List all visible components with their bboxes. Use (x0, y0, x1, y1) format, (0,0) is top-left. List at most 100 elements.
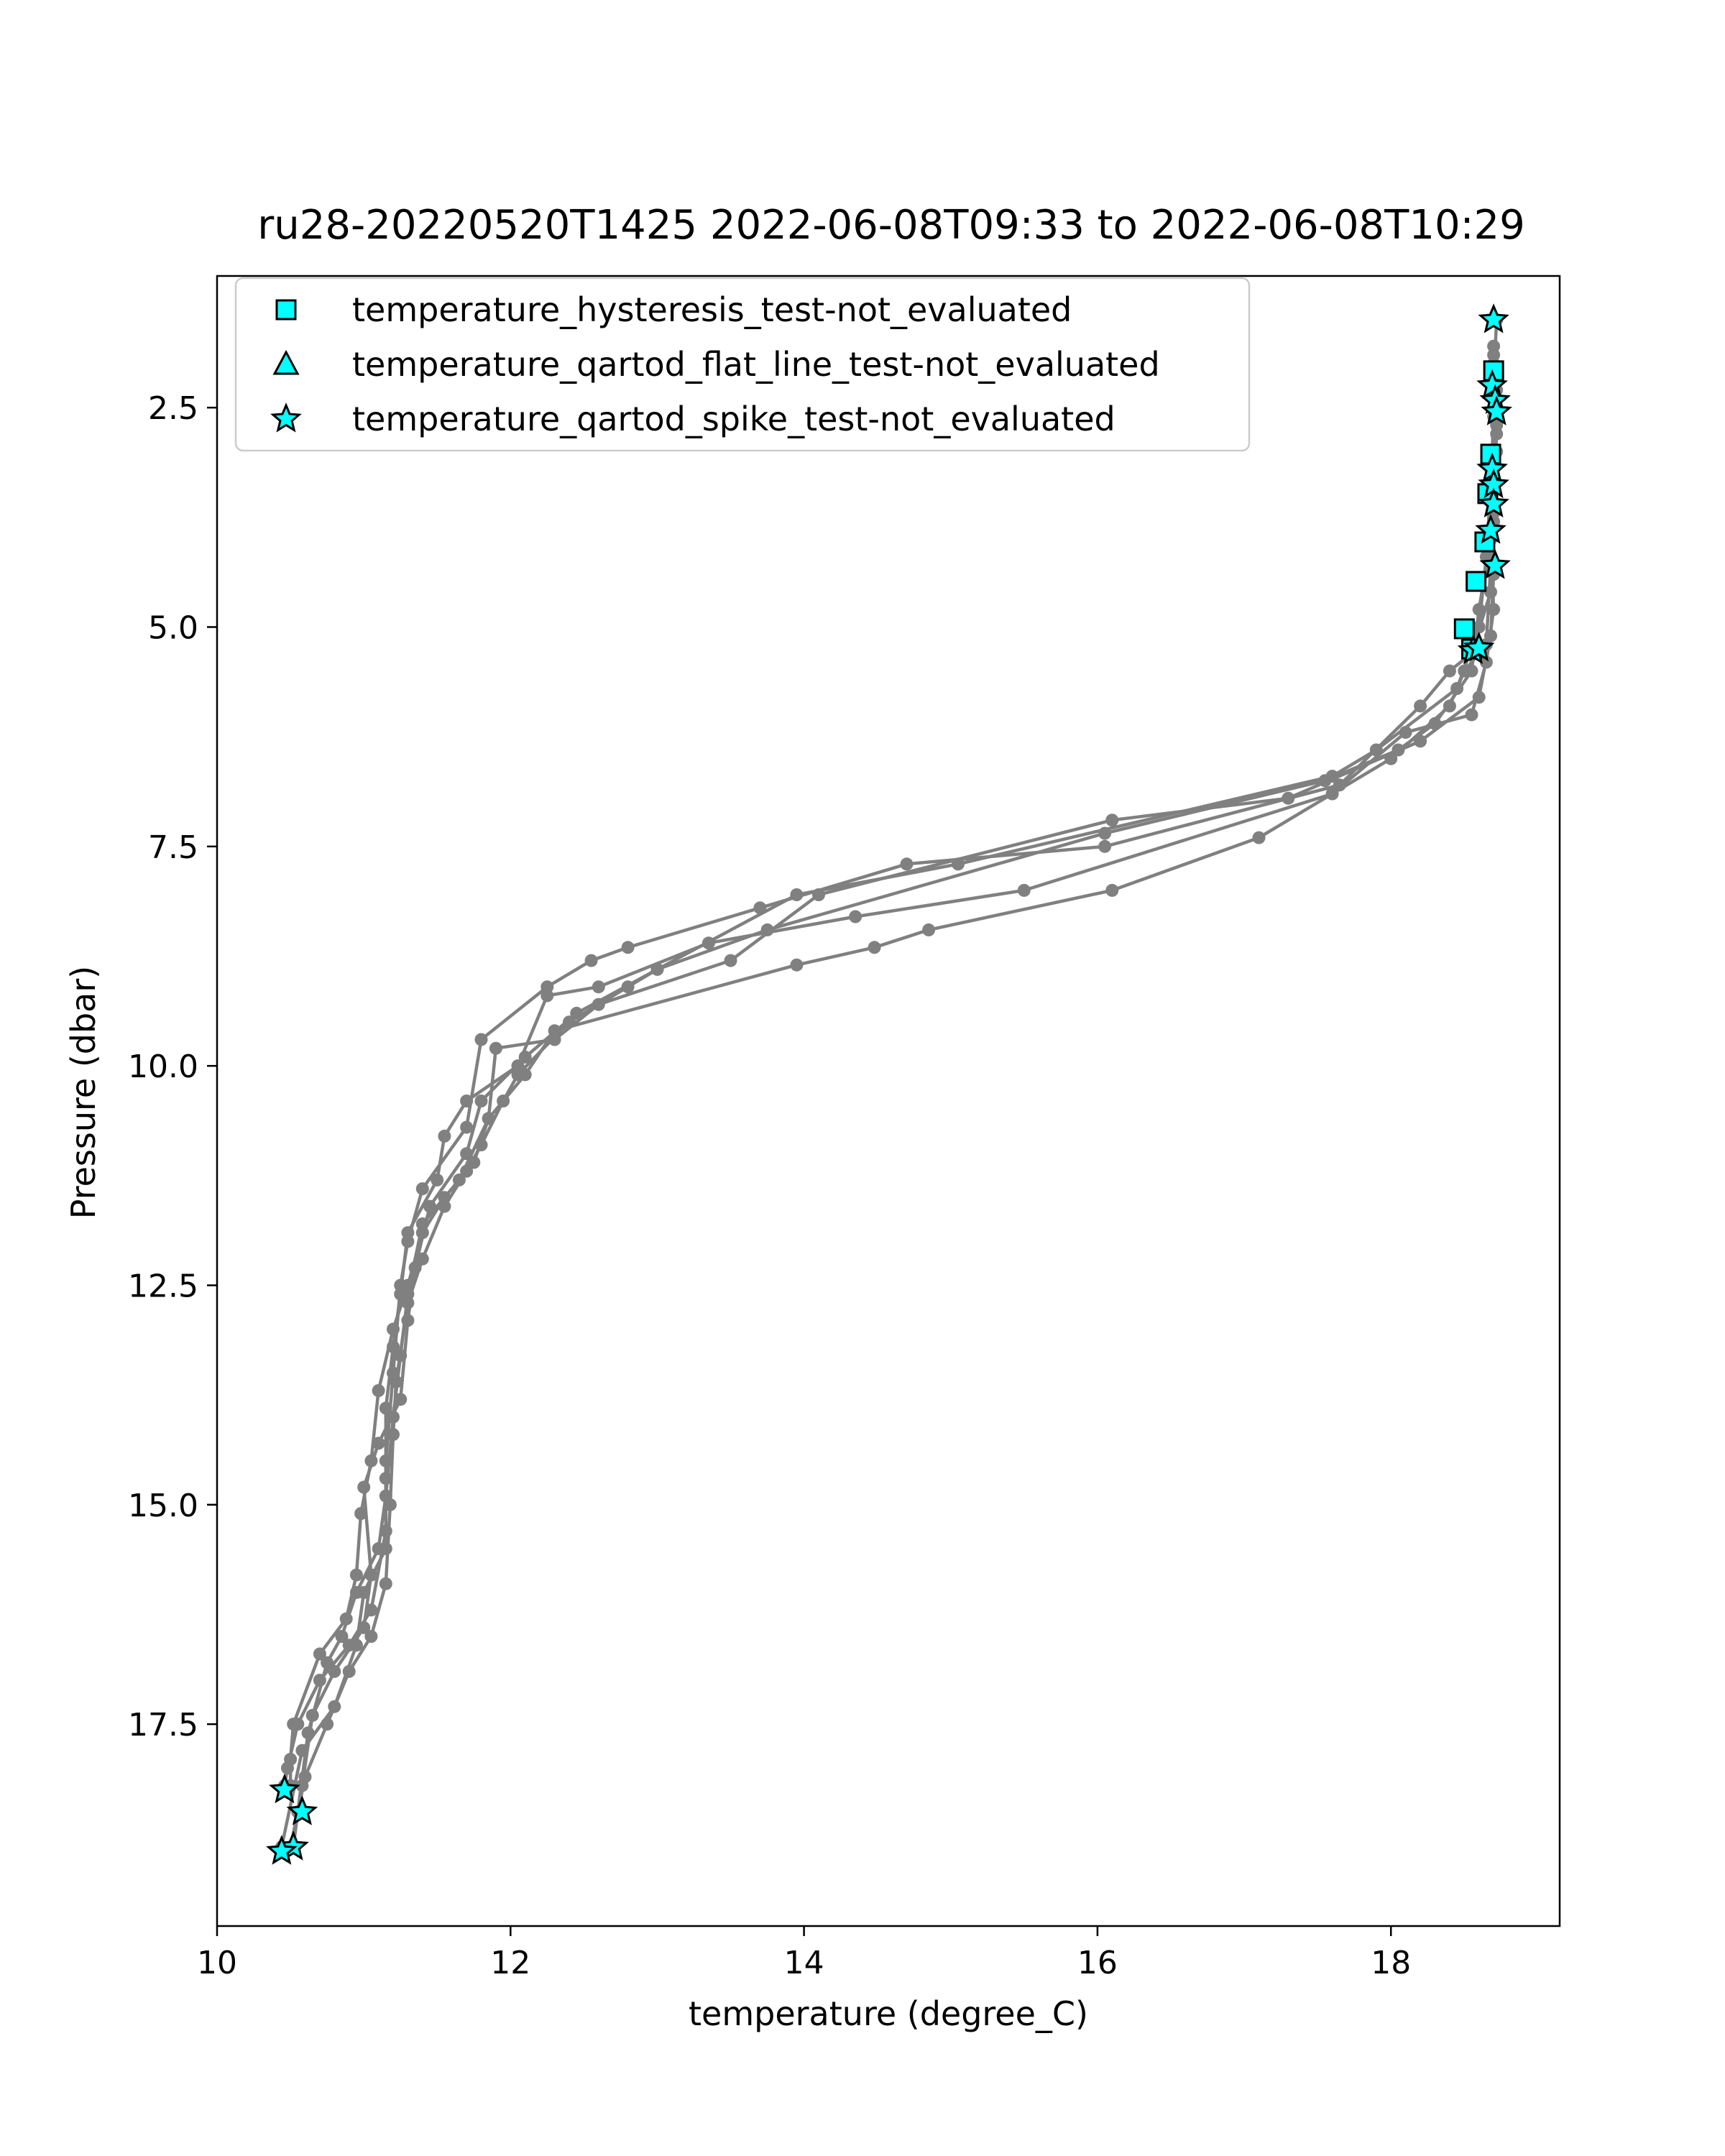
profile-point (354, 1507, 368, 1520)
profile-point (379, 1401, 392, 1415)
profile-point (401, 1296, 415, 1309)
profile-point (474, 1095, 488, 1107)
legend: temperature_hysteresis_test-not_evaluate… (234, 277, 1251, 452)
square-marker (1466, 571, 1487, 592)
profile-point (1487, 603, 1501, 617)
profile-point (1399, 726, 1412, 740)
marker-series-star (266, 303, 1513, 1865)
profile-point (415, 1182, 429, 1196)
y-tick-label: 12.5 (128, 1268, 198, 1304)
profile-point (760, 923, 774, 936)
profile-point (812, 888, 825, 901)
x-tick-label: 16 (1077, 1945, 1118, 1981)
profile-point (339, 1612, 353, 1626)
legend-label: temperature_qartod_flat_line_test-not_ev… (352, 345, 1160, 384)
profile-point (401, 1226, 415, 1240)
profile-point (702, 936, 715, 950)
legend-entries: temperature_hysteresis_test-not_evaluate… (270, 290, 1160, 438)
profile-point (621, 941, 635, 954)
profile-point (349, 1568, 363, 1582)
star-marker (1475, 514, 1506, 544)
profile-point (379, 1542, 392, 1555)
legend-triangle-marker (272, 349, 300, 375)
profile-line-6 (288, 363, 1499, 1848)
x-tick-label: 14 (784, 1945, 824, 1981)
chart-title: ru28-20220520T1425 2022-06-08T09:33 to 2… (257, 202, 1524, 249)
profile-point (540, 989, 554, 1003)
star-marker (269, 1773, 300, 1804)
star-marker (286, 1795, 318, 1825)
profile-point (1105, 814, 1119, 827)
profile-point (900, 857, 914, 871)
profile-point (489, 1041, 502, 1055)
profile-point (295, 1743, 309, 1757)
profile-point (1465, 708, 1478, 722)
profile-point (379, 1577, 392, 1590)
profile-point (1472, 603, 1486, 617)
profile-point (415, 1252, 429, 1266)
profile-point (415, 1226, 429, 1240)
star-marker (1481, 395, 1513, 425)
profile-point (298, 1770, 312, 1784)
profile-point (287, 1718, 300, 1731)
legend-entry: temperature_qartod_flat_line_test-not_ev… (272, 345, 1160, 384)
y-tick-label: 17.5 (128, 1707, 198, 1743)
profile-point (1105, 883, 1119, 897)
profile-point (1479, 655, 1493, 669)
profile-point (357, 1585, 371, 1599)
profile-point (383, 1498, 397, 1511)
profile-point (438, 1129, 451, 1143)
profile-point (1392, 743, 1405, 757)
profile-point (592, 980, 605, 994)
profile-point (1282, 791, 1295, 805)
profile-point (313, 1647, 326, 1661)
y-tick-label: 2.5 (148, 390, 198, 427)
profile-point (335, 1630, 349, 1643)
profile-point (349, 1639, 363, 1652)
profile-point (321, 1656, 334, 1669)
profile-point (1098, 839, 1112, 853)
profile-point (474, 1138, 488, 1152)
x-axis: 10 12 14 16 18 (197, 1926, 1411, 1981)
profile-point (460, 1095, 474, 1107)
profile-point (868, 941, 881, 954)
profile-point (1465, 664, 1478, 678)
profile-point (328, 1664, 341, 1678)
legend-entry: temperature_hysteresis_test-not_evaluate… (275, 290, 1072, 329)
legend-entry: temperature_qartod_spike_test-not_evalua… (270, 400, 1116, 438)
profile-point (922, 923, 936, 936)
profile-point (372, 1384, 385, 1397)
y-tick-label: 7.5 (148, 829, 198, 866)
profile-point (1318, 774, 1332, 788)
y-tick-label: 5.0 (148, 610, 198, 647)
y-axis-label: Pressure (dbar) (64, 966, 103, 1219)
y-tick-label: 10.0 (128, 1049, 198, 1085)
square-marker (1453, 618, 1475, 640)
profile-point (1414, 699, 1427, 713)
profile-point (1490, 418, 1504, 432)
profile-point (1443, 664, 1456, 678)
profile-point (379, 1472, 392, 1485)
profile-point (431, 1173, 444, 1187)
profile-point (364, 1630, 378, 1643)
profile-point (1098, 826, 1112, 840)
marker-series (266, 303, 1513, 1865)
profile-point (1428, 717, 1442, 730)
profile-point (621, 980, 635, 994)
profile-point (390, 1375, 403, 1388)
x-tick-label: 18 (1371, 1945, 1411, 1981)
star-marker (266, 1835, 298, 1865)
profile-point (497, 1095, 510, 1107)
profile-point (1017, 883, 1031, 897)
legend-star-marker (270, 402, 302, 433)
plot-area-frame (216, 275, 1561, 1927)
y-axis: 2.5 5.0 7.5 10.0 12.5 15.0 17.5 (128, 390, 217, 1743)
legend-box (234, 277, 1251, 452)
profile-point (584, 954, 598, 967)
legend-square-marker (275, 299, 297, 321)
star-marker (1478, 303, 1509, 333)
profile-point (460, 1164, 474, 1178)
profile-point (372, 1437, 385, 1450)
profile-point (284, 1753, 298, 1766)
